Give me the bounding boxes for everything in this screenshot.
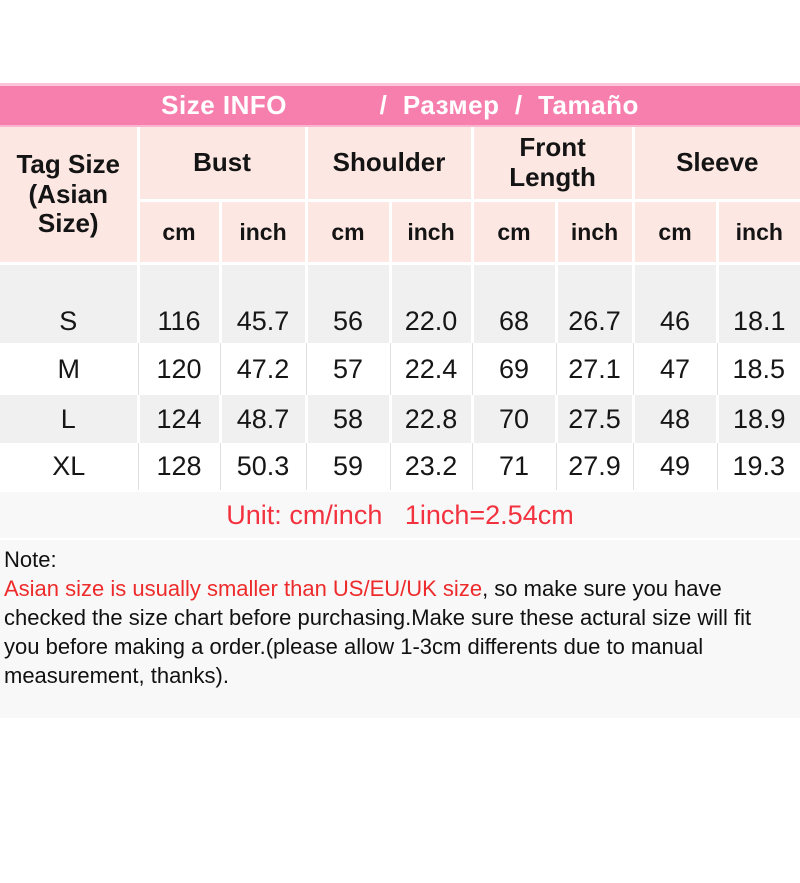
spacer-cell bbox=[138, 263, 222, 299]
sleeve-cm-cell: 47 bbox=[633, 343, 718, 395]
sleeve-inch-cell: 19.3 bbox=[717, 443, 800, 490]
sleeve-inch-cell: 18.9 bbox=[717, 395, 800, 443]
front-length-inch-cell: 27.9 bbox=[556, 443, 634, 490]
size-label-cell: L bbox=[0, 395, 140, 443]
bust-cm-cell: 124 bbox=[138, 395, 222, 443]
size-label-cell: S bbox=[0, 299, 140, 343]
unit-header-inch: inch bbox=[390, 200, 474, 265]
spacer-cell bbox=[220, 263, 308, 299]
spacer-cell bbox=[556, 263, 635, 299]
size-label-cell: XL bbox=[0, 443, 139, 490]
unit-header-cm: cm bbox=[633, 200, 719, 265]
bust-inch-cell: 45.7 bbox=[220, 299, 308, 343]
size-info-banner: Size INFO / Размер / Tamaño bbox=[0, 83, 800, 127]
group-header-front-length: Front Length bbox=[472, 127, 635, 202]
unit-header-inch: inch bbox=[717, 200, 800, 265]
shoulder-cm-cell: 57 bbox=[306, 343, 391, 395]
spacer-cell bbox=[633, 263, 719, 299]
note-red-text: Asian size is usually smaller than US/EU… bbox=[4, 576, 483, 601]
note-label: Note: bbox=[4, 547, 57, 572]
table-row-l: L 124 48.7 58 22.8 70 27.5 48 18.9 bbox=[0, 395, 800, 443]
front-length-cm-cell: 69 bbox=[472, 343, 557, 395]
corner-header-tag-size: Tag Size (Asian Size) bbox=[0, 127, 140, 265]
bust-inch-cell: 47.2 bbox=[220, 343, 307, 395]
banner-title: Size INFO / Размер / Tamaño bbox=[161, 90, 639, 120]
spacer-row bbox=[0, 263, 800, 299]
front-length-inch-cell: 27.5 bbox=[556, 395, 635, 443]
unit-header-cm: cm bbox=[138, 200, 222, 265]
unit-header-inch: inch bbox=[220, 200, 308, 265]
shoulder-inch-cell: 22.4 bbox=[390, 343, 473, 395]
size-table: Tag Size (Asian Size) Bust Shoulder Fron… bbox=[0, 127, 800, 490]
unit-header-cm: cm bbox=[472, 200, 558, 265]
bust-inch-cell: 48.7 bbox=[220, 395, 308, 443]
spacer-cell bbox=[390, 263, 474, 299]
unit-note-text: Unit: cm/inch 1inch=2.54cm bbox=[226, 499, 574, 530]
unit-header-row: cm inch cm inch cm inch cm inch bbox=[0, 200, 800, 265]
group-header-sleeve: Sleeve bbox=[633, 127, 800, 202]
size-label-cell: M bbox=[0, 343, 139, 395]
group-header-bust: Bust bbox=[138, 127, 308, 202]
table-row-s: S 116 45.7 56 22.0 68 26.7 46 18.1 bbox=[0, 299, 800, 343]
shoulder-inch-cell: 23.2 bbox=[390, 443, 473, 490]
size-chart-page: Size INFO / Размер / Tamaño Tag Size (As… bbox=[0, 83, 800, 718]
bust-cm-cell: 128 bbox=[138, 443, 221, 490]
bust-cm-cell: 120 bbox=[138, 343, 221, 395]
sleeve-cm-cell: 46 bbox=[633, 299, 719, 343]
group-header-row: Tag Size (Asian Size) Bust Shoulder Fron… bbox=[0, 127, 800, 265]
sleeve-cm-cell: 49 bbox=[633, 443, 718, 490]
note-section: Note: Asian size is usually smaller than… bbox=[0, 540, 800, 718]
unit-header-cm: cm bbox=[306, 200, 392, 265]
spacer-cell bbox=[306, 263, 392, 299]
front-length-cm-cell: 71 bbox=[472, 443, 557, 490]
sleeve-inch-cell: 18.5 bbox=[717, 343, 800, 395]
shoulder-inch-cell: 22.8 bbox=[390, 395, 474, 443]
sleeve-cm-cell: 48 bbox=[633, 395, 719, 443]
table-row-m: M 120 47.2 57 22.4 69 27.1 47 18.5 bbox=[0, 343, 800, 395]
spacer-cell bbox=[472, 263, 558, 299]
shoulder-cm-cell: 56 bbox=[306, 299, 392, 343]
front-length-inch-cell: 27.1 bbox=[556, 343, 634, 395]
group-header-shoulder: Shoulder bbox=[306, 127, 474, 202]
unit-note-band: Unit: cm/inch 1inch=2.54cm bbox=[0, 492, 800, 538]
table-row-xl: XL 128 50.3 59 23.2 71 27.9 49 19.3 bbox=[0, 443, 800, 490]
front-length-cm-cell: 68 bbox=[472, 299, 558, 343]
spacer-cell bbox=[0, 263, 140, 299]
bust-cm-cell: 116 bbox=[138, 299, 222, 343]
shoulder-inch-cell: 22.0 bbox=[390, 299, 474, 343]
note-black-text: , so make sure you have checked the size… bbox=[4, 576, 752, 688]
bust-inch-cell: 50.3 bbox=[220, 443, 307, 490]
shoulder-cm-cell: 58 bbox=[306, 395, 392, 443]
sleeve-inch-cell: 18.1 bbox=[717, 299, 800, 343]
front-length-cm-cell: 70 bbox=[472, 395, 558, 443]
unit-header-inch: inch bbox=[556, 200, 635, 265]
front-length-inch-cell: 26.7 bbox=[556, 299, 635, 343]
spacer-cell bbox=[717, 263, 800, 299]
note-paragraph: Asian size is usually smaller than US/EU… bbox=[4, 574, 790, 690]
shoulder-cm-cell: 59 bbox=[306, 443, 391, 490]
